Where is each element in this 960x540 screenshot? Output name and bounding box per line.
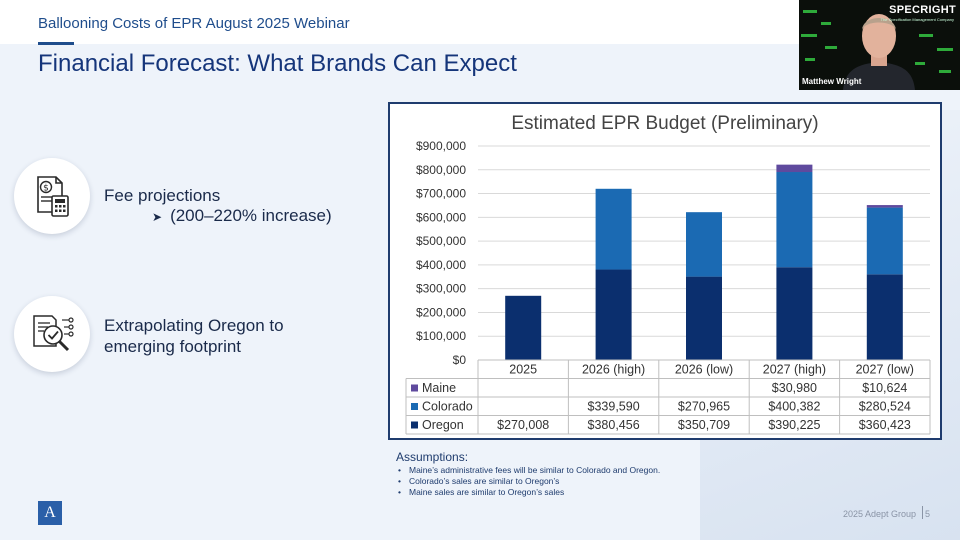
y-tick-label: $0 xyxy=(453,353,467,367)
legend-swatch-colorado xyxy=(411,403,418,410)
bar-oregon xyxy=(595,269,632,360)
company-logo: A xyxy=(38,501,62,525)
arrow-bullet-icon: ➤ xyxy=(152,210,163,224)
data-label: $360,423 xyxy=(859,418,911,432)
video-background-bar xyxy=(821,22,831,25)
feature-label: Fee projections xyxy=(104,185,220,206)
data-label: $10,624 xyxy=(862,381,907,395)
footer-company: 2025 Adept Group xyxy=(842,509,916,519)
video-background-bar xyxy=(803,10,817,13)
feature-label-prefix: Fee xyxy=(104,186,139,205)
y-tick-label: $100,000 xyxy=(416,329,466,343)
assumptions-list: Maine’s administrative fees will be simi… xyxy=(396,465,660,498)
legend-swatch-oregon xyxy=(411,421,418,429)
feature-sub-text: (200–220% increase) xyxy=(170,206,332,225)
bar-colorado xyxy=(866,207,903,275)
video-background-bar xyxy=(919,34,933,37)
y-tick-label: $200,000 xyxy=(416,305,466,319)
epr-budget-chart: Estimated EPR Budget (Preliminary) $0 $100… xyxy=(405,113,931,435)
x-tick-label: 2025 xyxy=(509,363,537,377)
invoice-calculator-icon: $ xyxy=(37,176,69,217)
feature-label-line2: emerging footprint xyxy=(104,337,242,356)
y-tick-label: $500,000 xyxy=(416,234,466,248)
page-number: 5 xyxy=(924,509,930,519)
video-background-bar xyxy=(915,62,925,65)
bar-maine xyxy=(776,164,813,173)
feature-sublabel: ➤ (200–220% increase) xyxy=(152,206,332,226)
chart-frame: Estimated EPR Budget (Preliminary) $0 $100… xyxy=(388,102,942,440)
svg-text:$: $ xyxy=(43,184,49,194)
data-label: $270,965 xyxy=(678,400,730,414)
video-background-bar xyxy=(801,34,817,37)
y-tick-label: $300,000 xyxy=(416,282,466,296)
y-tick-label: $700,000 xyxy=(416,187,466,201)
y-tick-label: $400,000 xyxy=(416,258,466,272)
data-label: $390,225 xyxy=(768,418,820,432)
assumption-item: Maine sales are similar to Oregon’s sale… xyxy=(396,487,660,498)
legend-label: Maine xyxy=(422,381,456,395)
bar-oregon xyxy=(776,267,813,360)
x-tick-label: 2027 (low) xyxy=(856,363,914,377)
webinar-title: Ballooning Costs of EPR August 2025 Webi… xyxy=(38,15,350,32)
data-label: $30,980 xyxy=(772,381,817,395)
legend-label: Colorado xyxy=(422,400,473,414)
x-tick-label: 2026 (high) xyxy=(582,363,645,377)
assumptions-title: Assumptions: xyxy=(396,450,469,464)
assumption-item: Colorado’s sales are similar to Oregon’s xyxy=(396,476,660,487)
data-analysis-icon xyxy=(33,315,74,352)
video-background-bar xyxy=(805,58,815,61)
bar-colorado xyxy=(776,172,813,268)
x-tick-label: 2026 (low) xyxy=(675,363,733,377)
presenter-video[interactable]: SPECRIGHT The Specification Management C… xyxy=(799,0,960,90)
y-tick-label: $800,000 xyxy=(416,163,466,177)
video-background-bar xyxy=(937,48,953,51)
feature-label-rest: Oregon to xyxy=(203,316,284,335)
data-label: $270,008 xyxy=(497,418,549,432)
bar-oregon xyxy=(505,295,542,360)
assumption-item: Maine’s administrative fees will be simi… xyxy=(396,465,660,476)
x-tick-label: 2027 (high) xyxy=(763,363,826,377)
assumptions: Assumptions: Maine’s administrative fees… xyxy=(396,450,660,498)
legend-label: Oregon xyxy=(422,418,464,432)
bar-maine xyxy=(866,205,903,208)
video-background-bar xyxy=(939,70,951,73)
data-label: $339,590 xyxy=(588,400,640,414)
video-background-bar xyxy=(825,46,837,49)
feature-label-line1: Extrapolating Oregon to xyxy=(104,315,284,336)
data-label: $380,456 xyxy=(588,418,640,432)
page-title: Financial Forecast: What Brands Can Expe… xyxy=(38,50,517,77)
feature-icon-circle xyxy=(14,296,90,372)
feature-label-emphasis: Extrapolating xyxy=(104,316,204,335)
bar-colorado xyxy=(686,212,722,277)
data-label: $280,524 xyxy=(859,400,911,414)
data-label: $350,709 xyxy=(678,418,730,432)
data-label: $400,382 xyxy=(768,400,820,414)
legend-swatch-maine xyxy=(411,384,418,392)
bar-oregon xyxy=(686,276,722,360)
feature-label: Extrapolating Oregon to emerging footpri… xyxy=(104,315,284,357)
bar-oregon xyxy=(866,274,903,360)
feature-label-emphasis: projections xyxy=(138,186,221,205)
video-brand: SPECRIGHT xyxy=(889,4,956,16)
chart-title: Estimated EPR Budget (Preliminary) xyxy=(511,113,818,134)
presenter-figure xyxy=(843,14,915,90)
video-tagline: The Specification Management Company xyxy=(880,17,954,22)
footer-separator xyxy=(922,506,923,519)
bar-colorado xyxy=(595,188,632,270)
title-rule xyxy=(38,42,74,45)
presenter-name: Matthew Wright xyxy=(802,77,862,86)
y-tick-label: $600,000 xyxy=(416,210,466,224)
y-tick-label: $900,000 xyxy=(416,139,466,153)
feature-icon-circle: $ xyxy=(14,158,90,234)
